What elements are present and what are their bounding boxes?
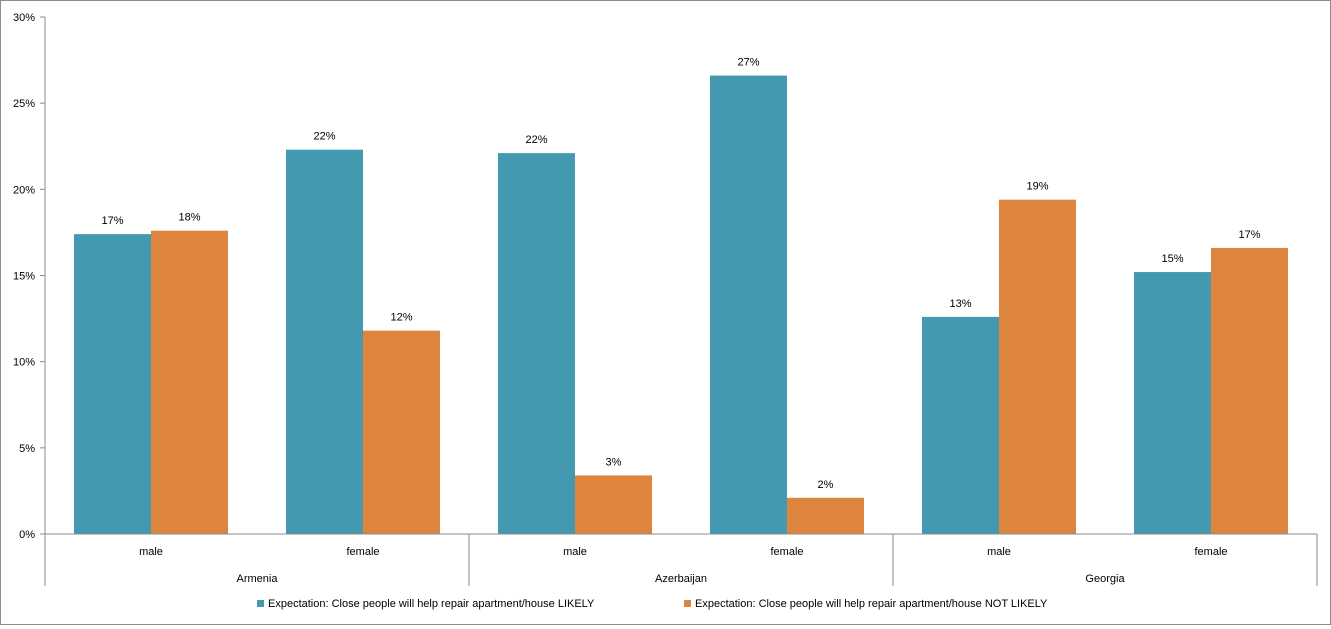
data-label: 27% — [737, 57, 759, 69]
bar-not-likely — [1211, 247, 1288, 534]
bar-likely — [922, 316, 999, 534]
bar-not-likely — [575, 475, 652, 534]
y-axis: 0% 5% 10% 15% 20% 25% 30% — [13, 12, 46, 541]
x-category-label: male — [139, 546, 163, 558]
x-group-label: Georgia — [1085, 573, 1125, 585]
data-label: 2% — [818, 479, 834, 491]
data-label: 17% — [101, 215, 123, 227]
legend-label: Expectation: Close people will help repa… — [268, 598, 595, 610]
bar-not-likely — [363, 330, 440, 534]
bar-not-likely — [999, 199, 1076, 534]
data-label: 15% — [1161, 253, 1183, 265]
bar-not-likely — [151, 230, 228, 534]
legend-label: Expectation: Close people will help repa… — [695, 598, 1048, 610]
x-group-label: Azerbaijan — [655, 573, 707, 585]
legend-swatch — [684, 600, 691, 607]
bar-likely — [74, 234, 151, 534]
bar-likely — [498, 153, 575, 535]
x-category-label: female — [346, 546, 379, 558]
y-tick-label: 25% — [13, 98, 35, 110]
x-group-label: Armenia — [237, 573, 279, 585]
data-label: 22% — [313, 131, 335, 143]
data-label: 3% — [606, 456, 622, 468]
data-label: 17% — [1238, 229, 1260, 241]
bar-likely — [710, 75, 787, 535]
y-tick-label: 15% — [13, 271, 35, 283]
legend: Expectation: Close people will help repa… — [257, 598, 1048, 610]
legend-swatch — [257, 600, 264, 607]
y-tick-label: 30% — [13, 12, 35, 24]
y-tick-label: 0% — [19, 529, 35, 541]
data-label: 18% — [178, 212, 200, 224]
y-tick-label: 20% — [13, 184, 35, 196]
y-tick-label: 5% — [19, 443, 35, 455]
data-label: 22% — [525, 134, 547, 146]
data-label: 19% — [1026, 181, 1048, 193]
bar-likely — [286, 149, 363, 535]
data-labels: 17% 22% 22% 27% 13% 15% 18% 12% 3% 2% 19% 17% — [101, 57, 1260, 491]
y-tick-label: 10% — [13, 357, 35, 369]
bar-likely — [1134, 272, 1211, 534]
bars — [74, 75, 1288, 535]
x-category-label: female — [1194, 546, 1227, 558]
x-category-label: female — [770, 546, 803, 558]
x-category-label: male — [563, 546, 587, 558]
data-label: 13% — [949, 298, 971, 310]
x-category-label: male — [987, 546, 1011, 558]
bar-not-likely — [787, 497, 864, 534]
data-label: 12% — [390, 312, 412, 324]
x-axis: male female male female male female Armenia Aze… — [44, 533, 1318, 586]
